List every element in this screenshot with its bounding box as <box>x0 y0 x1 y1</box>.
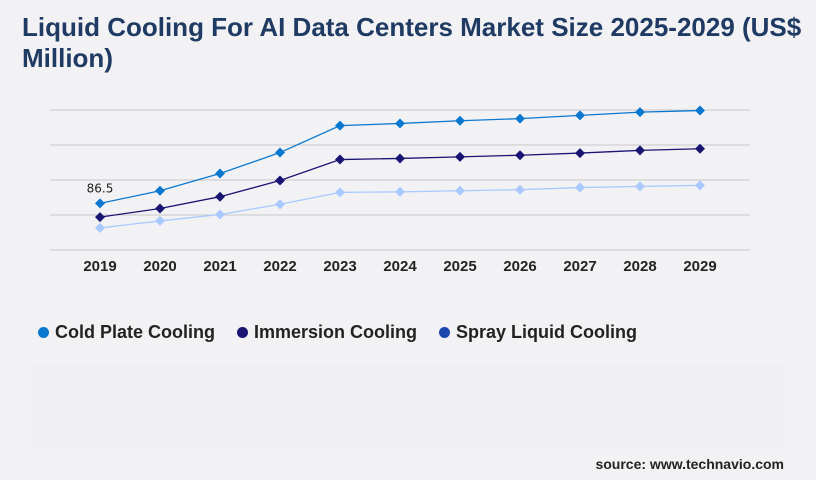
legend-marker-icon <box>237 327 248 338</box>
data-point <box>275 147 285 158</box>
source-note: source: www.technavio.com <box>595 456 784 472</box>
x-tick-label: 2028 <box>623 258 656 275</box>
data-point <box>395 186 405 197</box>
legend-label: Spray Liquid Cooling <box>456 322 638 342</box>
data-point <box>155 215 165 226</box>
data-point <box>215 191 225 202</box>
legend-label: Immersion Cooling <box>254 322 418 342</box>
data-point <box>695 105 705 116</box>
x-tick-label: 2023 <box>323 258 356 275</box>
chart-title: Liquid Cooling For AI Data Centers Marke… <box>22 12 802 73</box>
data-label: 86.5 <box>87 181 114 195</box>
data-point <box>335 120 345 131</box>
data-point <box>515 113 525 124</box>
data-point <box>395 118 405 129</box>
data-point <box>395 153 405 164</box>
data-point <box>95 212 105 223</box>
legend-item-spray-liquid[interactable]: Spray Liquid Cooling <box>439 322 637 343</box>
data-point <box>695 143 705 154</box>
legend-item-immersion[interactable]: Immersion Cooling <box>237 322 417 343</box>
data-point <box>635 107 645 118</box>
x-tick-label: 2022 <box>263 258 296 275</box>
x-tick-label: 2020 <box>143 258 176 275</box>
data-point <box>455 185 465 196</box>
data-point <box>455 151 465 162</box>
legend-label: Cold Plate Cooling <box>55 322 215 342</box>
data-point <box>155 203 165 214</box>
x-tick-label: 2019 <box>83 258 116 275</box>
data-point <box>635 181 645 192</box>
data-point <box>635 145 645 156</box>
data-point <box>575 148 585 159</box>
data-point <box>95 198 105 209</box>
data-point <box>215 168 225 179</box>
x-tick-label: 2029 <box>683 258 716 275</box>
data-point <box>215 209 225 220</box>
data-point <box>335 154 345 165</box>
data-point <box>515 184 525 195</box>
data-point <box>335 187 345 198</box>
data-point <box>275 199 285 210</box>
legend: Cold Plate Cooling Immersion Cooling Spr… <box>38 322 637 343</box>
data-point <box>575 182 585 193</box>
data-point <box>575 110 585 121</box>
x-tick-label: 2027 <box>563 258 596 275</box>
data-point <box>455 115 465 126</box>
legend-marker-icon <box>439 327 451 338</box>
data-point <box>275 175 285 186</box>
legend-item-cold-plate[interactable]: Cold Plate Cooling <box>38 322 215 343</box>
x-tick-label: 2021 <box>203 258 236 275</box>
data-point <box>155 185 165 196</box>
data-point <box>515 150 525 161</box>
background-panel <box>32 365 784 450</box>
data-point <box>95 222 105 233</box>
legend-marker-icon <box>38 327 49 338</box>
data-point <box>695 180 705 191</box>
x-tick-label: 2024 <box>383 258 417 275</box>
x-tick-label: 2025 <box>443 258 476 275</box>
x-tick-label: 2026 <box>503 258 536 275</box>
